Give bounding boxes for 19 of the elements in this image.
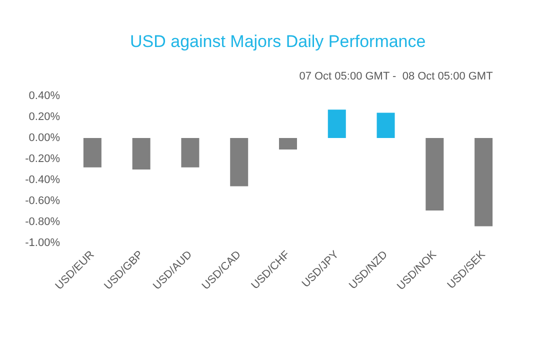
- chart-subtitle: 07 Oct 05:00 GMT - 08 Oct 05:00 GMT: [299, 70, 494, 82]
- y-tick-label: -0.40%: [25, 174, 60, 186]
- y-tick-label: 0.40%: [28, 90, 60, 102]
- bar: [426, 138, 444, 210]
- y-tick-label: -0.20%: [25, 153, 60, 165]
- bar: [83, 138, 102, 168]
- y-tick-label: -1.00%: [25, 237, 60, 249]
- bar: [474, 138, 493, 226]
- chart-title: USD against Majors Daily Performance: [130, 32, 426, 51]
- bar: [328, 110, 346, 138]
- y-tick-label: -0.80%: [25, 216, 60, 228]
- bar: [181, 138, 200, 168]
- bar: [132, 138, 150, 170]
- y-tick-label: 0.00%: [28, 132, 60, 144]
- bar: [376, 112, 395, 138]
- bar: [230, 138, 248, 186]
- y-tick-label: 0.20%: [28, 111, 60, 123]
- bar: [279, 138, 297, 150]
- y-tick-label: -0.60%: [25, 195, 60, 207]
